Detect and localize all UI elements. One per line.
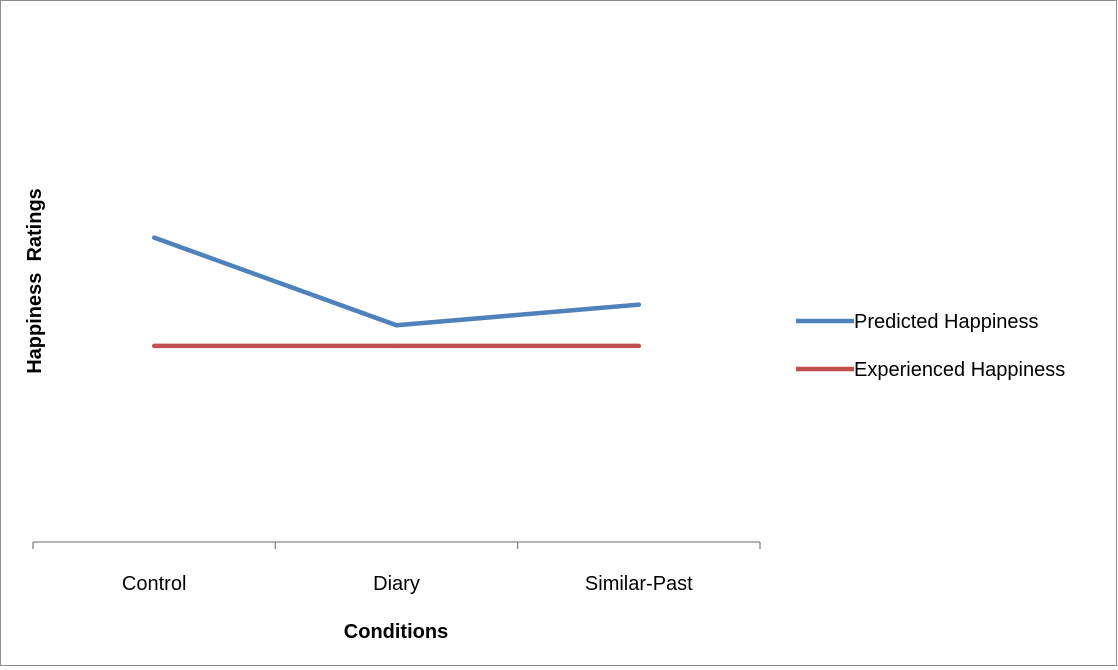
- data-point: [394, 343, 399, 349]
- x-tick-label: Control: [122, 573, 186, 595]
- x-tick-label: Diary: [373, 573, 420, 595]
- legend: Predicted Happiness Experienced Happiness: [796, 311, 1065, 381]
- legend-item: Predicted Happiness: [796, 311, 1039, 333]
- legend-label: Predicted Happiness: [854, 311, 1039, 333]
- x-axis-tick-labels: Control Diary Similar-Past: [122, 573, 693, 595]
- data-point: [636, 343, 642, 349]
- x-axis-ticks: [32, 542, 761, 549]
- data-point: [636, 302, 642, 307]
- data-point: [151, 343, 157, 349]
- series-line: [153, 235, 639, 328]
- plot-area: [151, 235, 642, 349]
- y-axis-title: Happiness Ratings: [24, 188, 46, 374]
- legend-item: Experienced Happiness: [796, 359, 1065, 381]
- x-tick-label: Similar-Past: [585, 573, 693, 595]
- x-axis-title: Conditions: [344, 621, 448, 643]
- data-point: [394, 323, 399, 328]
- legend-label: Experienced Happiness: [854, 359, 1065, 381]
- data-point: [151, 235, 157, 240]
